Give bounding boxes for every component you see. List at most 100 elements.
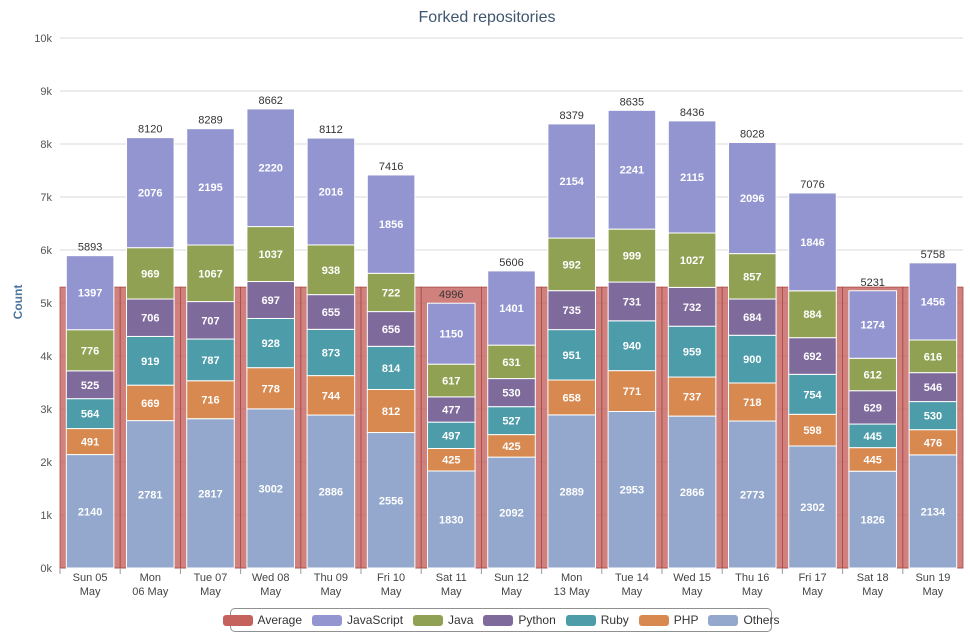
- legend-item[interactable]: Average: [222, 613, 302, 627]
- chart-title: Forked repositories: [419, 9, 556, 26]
- data-label: 1830: [439, 515, 463, 527]
- y-tick-label: 2k: [40, 457, 52, 469]
- data-label: 737: [683, 392, 701, 404]
- total-label: 8635: [620, 96, 644, 108]
- data-label: 530: [502, 388, 520, 400]
- data-label: 425: [442, 455, 460, 467]
- bar-segment: [667, 120, 717, 234]
- legend-label: Python: [518, 613, 556, 627]
- data-label: 2195: [198, 182, 222, 194]
- legend-item[interactable]: Others: [708, 613, 779, 627]
- x-tick-label: 13 May: [554, 586, 591, 598]
- total-label: 7076: [800, 179, 824, 191]
- bar-segment: [487, 378, 536, 408]
- legend-swatch: [483, 614, 514, 626]
- total-label: 5758: [921, 249, 945, 261]
- bar-segment: [908, 401, 958, 431]
- data-label: 814: [382, 363, 401, 375]
- y-tick-label: 7k: [40, 192, 52, 204]
- total-label: 8662: [258, 95, 282, 107]
- data-label: 2115: [680, 172, 704, 184]
- bar-segment: [607, 320, 657, 372]
- data-label: 776: [81, 345, 99, 357]
- legend-item[interactable]: JavaScript: [312, 613, 403, 627]
- data-label: 707: [201, 315, 219, 327]
- data-label: 2016: [319, 186, 343, 198]
- legend-item[interactable]: PHP: [638, 613, 698, 627]
- data-label: 1397: [78, 288, 102, 300]
- x-tick-label: Mon: [140, 572, 161, 584]
- data-label: 992: [563, 259, 581, 271]
- data-label: 1846: [800, 237, 824, 249]
- data-label: 928: [262, 338, 280, 350]
- bar-segment: [667, 415, 717, 569]
- data-label: 1456: [921, 296, 945, 308]
- legend-label: Java: [448, 613, 474, 627]
- bar-segment: [487, 270, 536, 346]
- bar-segment: [908, 454, 958, 569]
- bar-segment: [547, 123, 596, 239]
- data-label: 940: [623, 341, 641, 353]
- x-tick-label: Mon: [561, 572, 582, 584]
- x-tick-label: Sat 11: [436, 572, 467, 584]
- legend-item[interactable]: Python: [483, 613, 556, 627]
- bar-segment: [848, 290, 897, 359]
- x-tick-label: May: [501, 586, 522, 598]
- total-label: 8112: [319, 124, 343, 136]
- bar-segment: [788, 290, 837, 339]
- legend-label: Others: [743, 613, 780, 627]
- bar-segment: [908, 262, 958, 341]
- x-tick-label: May: [622, 586, 643, 598]
- y-tick-label: 8k: [40, 139, 52, 151]
- bar-segment: [728, 298, 777, 336]
- y-tick-label: 10k: [34, 33, 52, 45]
- data-label: 2076: [138, 188, 162, 200]
- bar-segment: [306, 414, 356, 569]
- legend-item[interactable]: Ruby: [565, 613, 629, 627]
- total-label: 4996: [439, 289, 463, 301]
- bar-segment: [547, 414, 596, 569]
- x-tick-label: Wed 08: [252, 572, 290, 584]
- x-tick-label: Tue 14: [615, 572, 649, 584]
- data-label: 919: [141, 356, 159, 368]
- bar-segment: [65, 454, 115, 569]
- data-label: 617: [442, 376, 460, 388]
- bar-segment: [366, 272, 416, 313]
- x-tick-label: May: [923, 586, 944, 598]
- x-tick-label: Thu 16: [735, 572, 769, 584]
- bar-segment: [366, 311, 416, 347]
- data-label: 951: [563, 350, 581, 362]
- bar-segment: [487, 456, 536, 569]
- data-label: 857: [743, 271, 761, 283]
- data-label: 1037: [258, 249, 282, 261]
- legend-label: Ruby: [600, 613, 629, 627]
- data-label: 754: [803, 389, 822, 401]
- data-label: 969: [141, 268, 159, 280]
- data-label: 778: [262, 383, 280, 395]
- data-label: 2866: [680, 487, 704, 499]
- bar-segment: [728, 253, 777, 300]
- bar-segment: [607, 228, 657, 283]
- data-label: 2220: [258, 163, 282, 175]
- x-tick-label: May: [742, 586, 763, 598]
- data-label: 812: [382, 406, 400, 418]
- bar-stacks: 2140 491 564 525 776 1397 5893 2781 669 919 706 969…: [65, 95, 958, 569]
- bar-segment: [848, 470, 897, 569]
- x-tick-label: Sun 12: [494, 572, 529, 584]
- bar-segment: [366, 432, 416, 569]
- legend-item[interactable]: Java: [413, 613, 473, 627]
- legend: Average JavaScript Java Python Ruby PHP Others: [222, 608, 779, 632]
- bar-segment: [246, 408, 295, 569]
- data-label: 732: [683, 302, 701, 314]
- bar-segment: [246, 226, 295, 283]
- bar-segment: [667, 232, 717, 288]
- data-label: 787: [201, 355, 219, 367]
- y-tick-label: 9k: [40, 86, 52, 98]
- legend-label: JavaScript: [347, 613, 404, 627]
- bar-segment: [908, 339, 958, 374]
- data-label: 1401: [499, 303, 523, 315]
- x-tick-label: May: [200, 586, 221, 598]
- bar-segment: [186, 338, 235, 382]
- total-label: 8289: [198, 115, 222, 127]
